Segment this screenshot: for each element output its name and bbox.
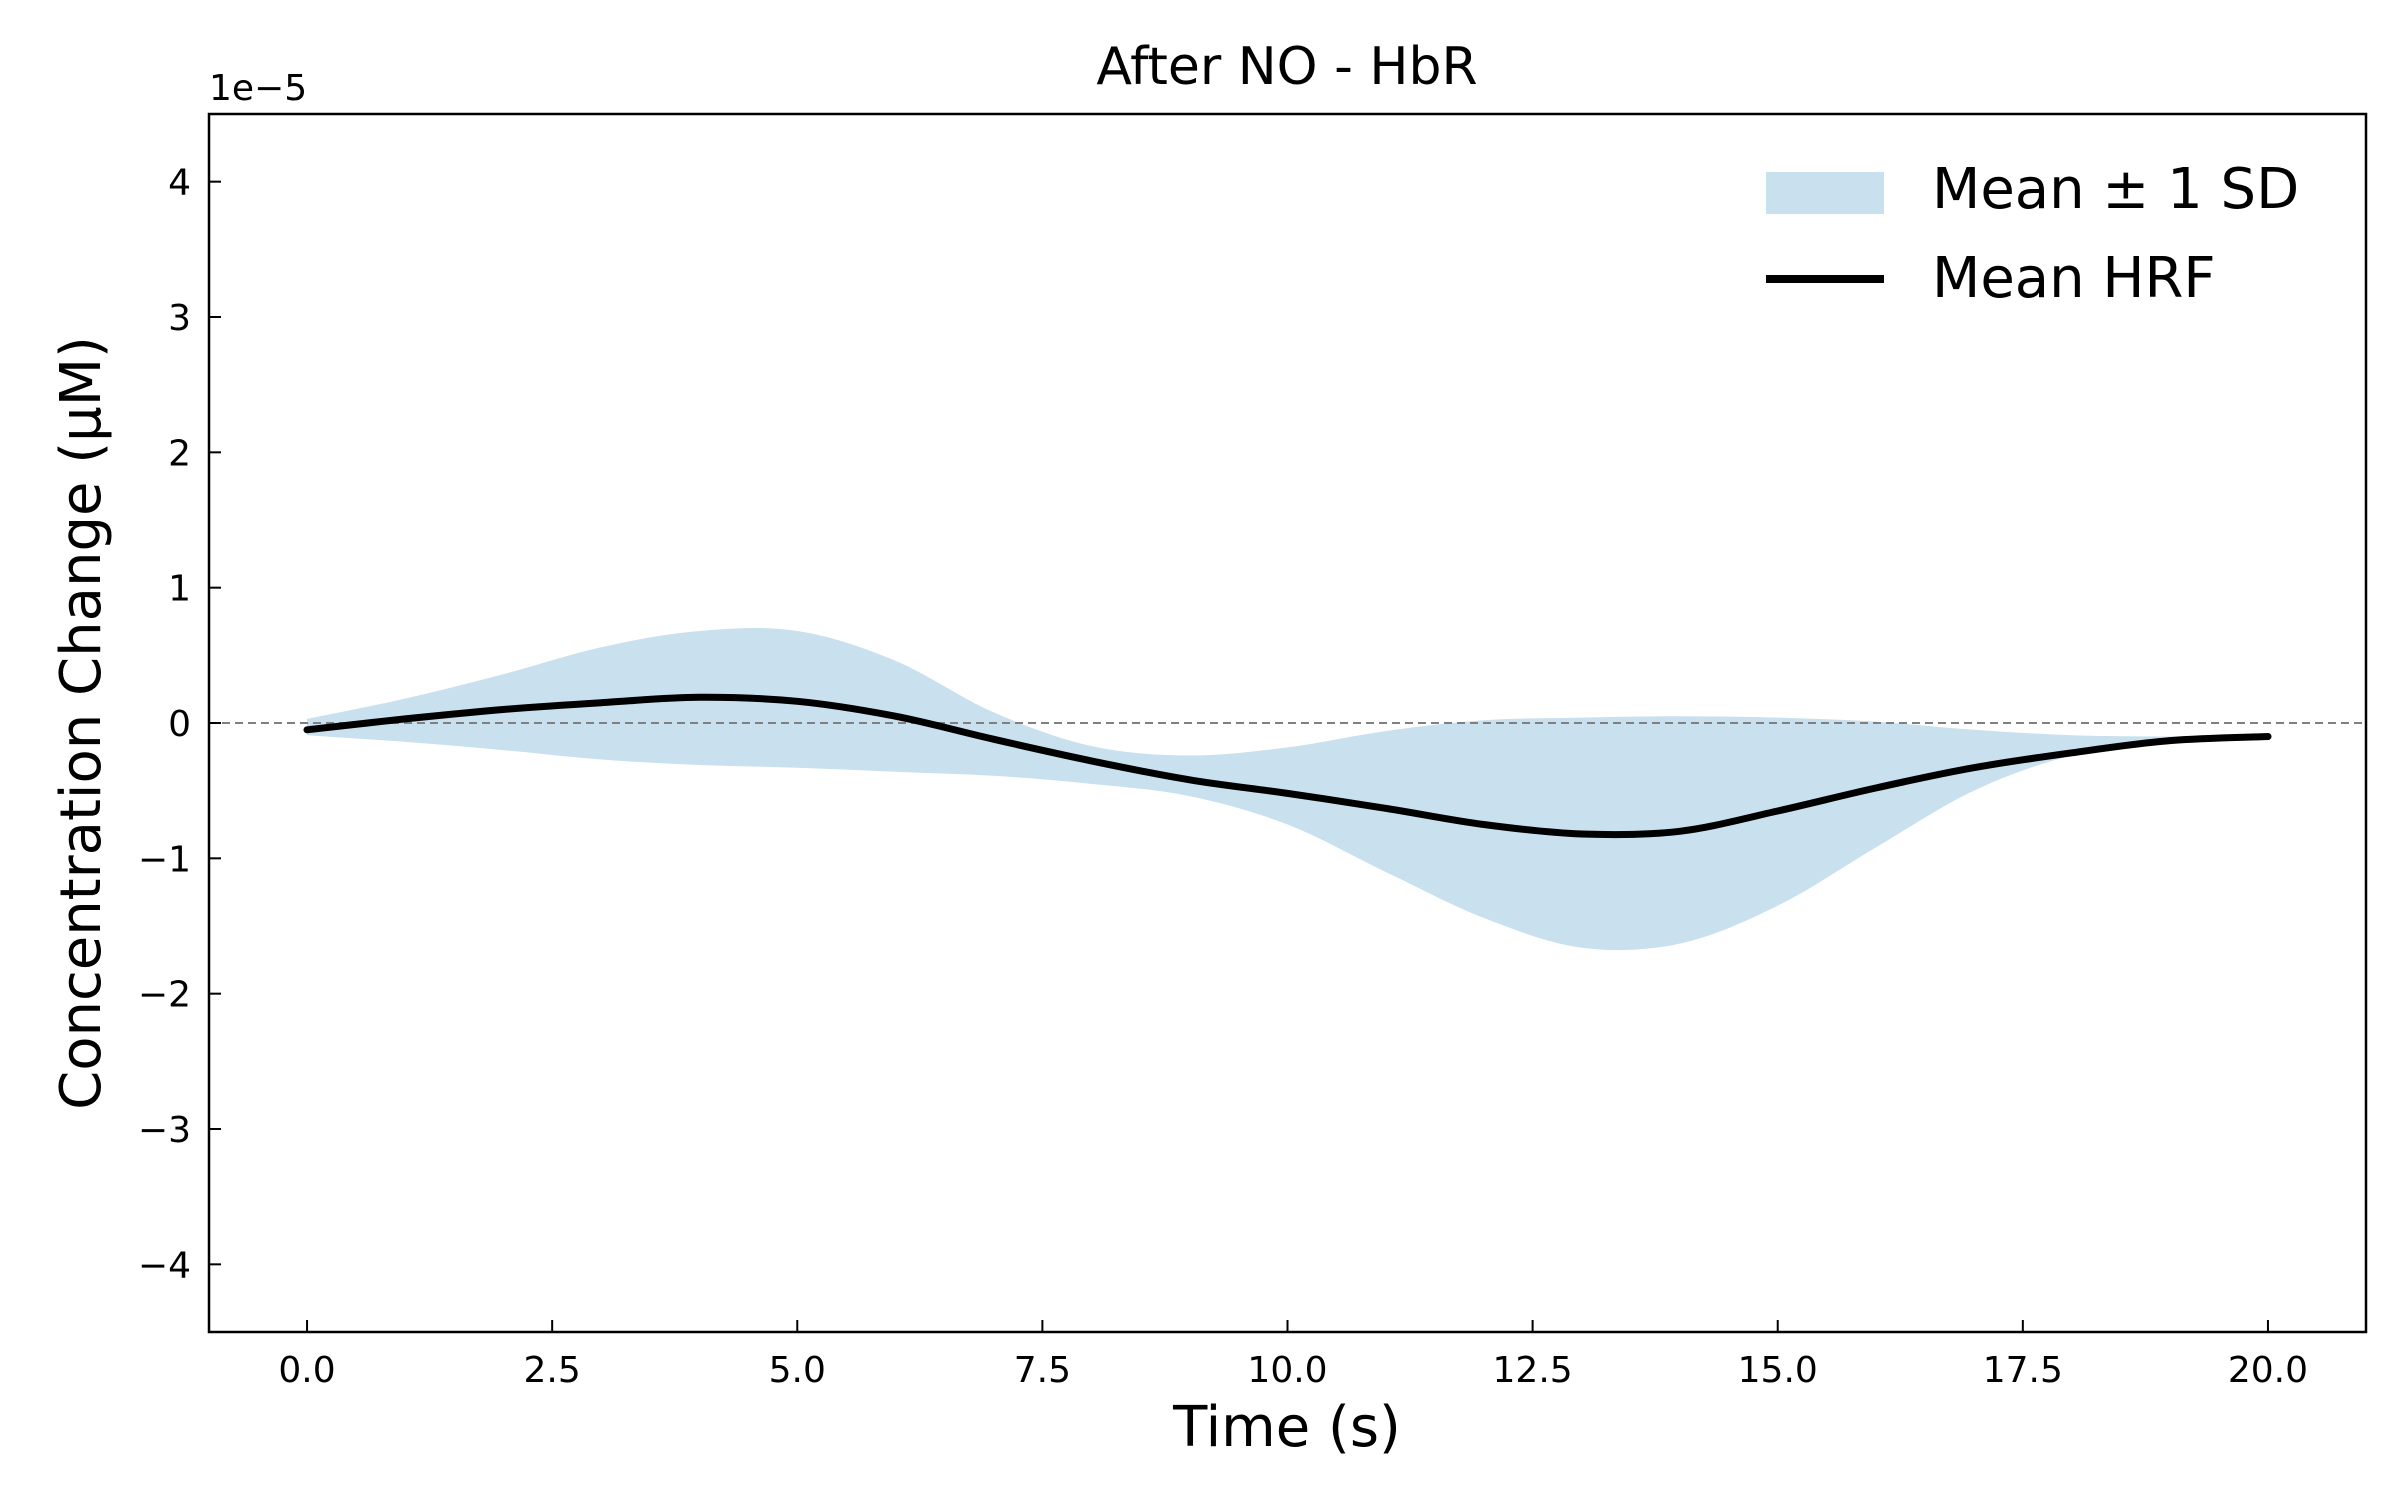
sd-band-area: [307, 628, 2268, 951]
mean-hrf-line: [303, 693, 2272, 839]
y-tick-label: 3: [168, 298, 191, 339]
legend-band-label: Mean ± 1 SD: [1932, 157, 2299, 222]
legend-mean-label: Mean HRF: [1932, 246, 2216, 311]
y-tick-label: 4: [168, 163, 191, 204]
y-tick-label: −2: [138, 975, 191, 1016]
x-tick-label: 20.0: [2228, 1350, 2308, 1391]
x-tick-label: 7.5: [1014, 1350, 1071, 1391]
y-tick-label: −1: [138, 839, 191, 880]
x-axis-ticks: 0.0 2.5 5.0 7.5 10.0 12.5 15.0 17.5 20.0: [278, 1320, 2308, 1391]
y-tick-label: 2: [168, 433, 191, 474]
x-tick-label: 17.5: [1983, 1350, 2063, 1391]
y-axis-label: Concentration Change (μM): [49, 336, 114, 1110]
plot-data-layer: [209, 628, 2366, 951]
y-tick-label: −3: [138, 1110, 191, 1151]
x-tick-label: 5.0: [769, 1350, 826, 1391]
legend: Mean ± 1 SD Mean HRF: [1766, 157, 2299, 311]
x-tick-label: 12.5: [1493, 1350, 1573, 1391]
y-axis-offset-label: 1e−5: [209, 68, 307, 109]
x-tick-label: 2.5: [524, 1350, 581, 1391]
y-tick-label: 1: [168, 569, 191, 610]
y-tick-label: 0: [168, 704, 191, 745]
y-axis-ticks: −4 −3 −2 −1 0 1 2 3 4: [138, 163, 221, 1286]
x-tick-label: 0.0: [278, 1350, 335, 1391]
y-tick-label: −4: [138, 1245, 191, 1286]
x-tick-label: 15.0: [1738, 1350, 1818, 1391]
x-axis-label: Time (s): [1172, 1395, 1401, 1460]
legend-band-swatch: [1766, 172, 1884, 214]
chart-title: After NO - HbR: [1096, 37, 1477, 97]
x-tick-label: 10.0: [1247, 1350, 1327, 1391]
